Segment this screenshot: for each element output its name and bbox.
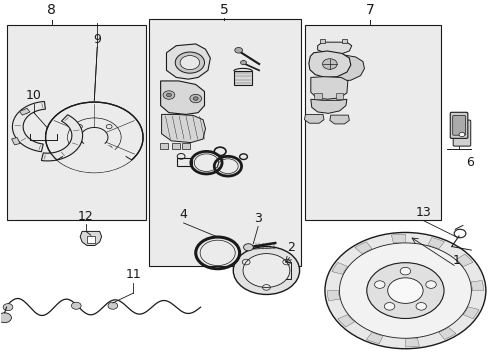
Text: 13: 13	[415, 206, 431, 219]
Circle shape	[387, 278, 422, 303]
Polygon shape	[41, 115, 82, 161]
Circle shape	[240, 60, 246, 65]
Bar	[160, 143, 167, 149]
Text: 6: 6	[466, 156, 473, 169]
Circle shape	[180, 55, 199, 69]
Circle shape	[175, 52, 204, 73]
Polygon shape	[390, 234, 405, 243]
Bar	[319, 39, 325, 43]
Circle shape	[108, 302, 118, 309]
Polygon shape	[12, 102, 45, 152]
Bar	[335, 93, 343, 99]
Circle shape	[234, 48, 242, 53]
Circle shape	[399, 267, 410, 275]
Text: 7: 7	[365, 3, 373, 17]
Polygon shape	[161, 114, 205, 143]
Text: 8: 8	[47, 3, 56, 17]
Circle shape	[425, 281, 435, 288]
Text: 10: 10	[26, 89, 41, 102]
Polygon shape	[308, 51, 350, 77]
Polygon shape	[304, 114, 324, 123]
Polygon shape	[337, 315, 354, 327]
Circle shape	[243, 253, 289, 287]
FancyBboxPatch shape	[449, 112, 467, 138]
FancyBboxPatch shape	[452, 120, 470, 146]
Polygon shape	[331, 262, 347, 274]
Text: 3: 3	[254, 212, 262, 225]
Circle shape	[0, 313, 11, 323]
Bar	[20, 108, 30, 115]
Polygon shape	[455, 254, 472, 266]
Bar	[313, 93, 321, 99]
Circle shape	[71, 302, 81, 309]
Polygon shape	[166, 44, 210, 79]
Circle shape	[193, 97, 198, 100]
Polygon shape	[310, 99, 346, 113]
Polygon shape	[470, 280, 483, 291]
Circle shape	[374, 281, 384, 288]
Circle shape	[243, 244, 253, 251]
Text: 5: 5	[219, 3, 228, 17]
Polygon shape	[80, 231, 102, 246]
Bar	[86, 236, 95, 243]
Circle shape	[366, 263, 443, 319]
Text: 9: 9	[93, 33, 101, 46]
Polygon shape	[326, 291, 339, 301]
FancyBboxPatch shape	[452, 116, 465, 135]
Polygon shape	[405, 338, 419, 347]
Polygon shape	[366, 332, 382, 344]
Bar	[233, 71, 252, 85]
Bar	[341, 39, 346, 43]
Polygon shape	[329, 115, 348, 124]
Text: 11: 11	[125, 268, 141, 281]
Bar	[6, 24, 145, 220]
Polygon shape	[160, 81, 204, 114]
Bar	[182, 143, 189, 149]
Bar	[305, 24, 441, 220]
Text: 1: 1	[452, 254, 460, 267]
Text: 12: 12	[78, 210, 94, 222]
Circle shape	[325, 233, 485, 349]
Polygon shape	[310, 77, 347, 99]
Polygon shape	[462, 307, 478, 319]
Circle shape	[415, 302, 426, 310]
Circle shape	[384, 302, 394, 310]
Polygon shape	[317, 42, 351, 54]
Text: 4: 4	[179, 208, 187, 221]
Circle shape	[189, 94, 201, 103]
Bar	[177, 158, 191, 166]
Polygon shape	[322, 54, 364, 81]
Text: 2: 2	[287, 240, 295, 253]
Circle shape	[3, 303, 13, 311]
Bar	[276, 262, 290, 279]
Polygon shape	[354, 242, 371, 254]
Bar	[12, 138, 20, 145]
Circle shape	[322, 59, 336, 69]
Circle shape	[458, 132, 464, 136]
Bar	[172, 143, 180, 149]
Bar	[149, 19, 300, 266]
Circle shape	[339, 243, 470, 338]
Circle shape	[166, 93, 171, 97]
Wedge shape	[57, 137, 131, 172]
Circle shape	[163, 91, 174, 99]
Circle shape	[233, 247, 299, 294]
Polygon shape	[438, 327, 455, 339]
Polygon shape	[427, 238, 444, 249]
